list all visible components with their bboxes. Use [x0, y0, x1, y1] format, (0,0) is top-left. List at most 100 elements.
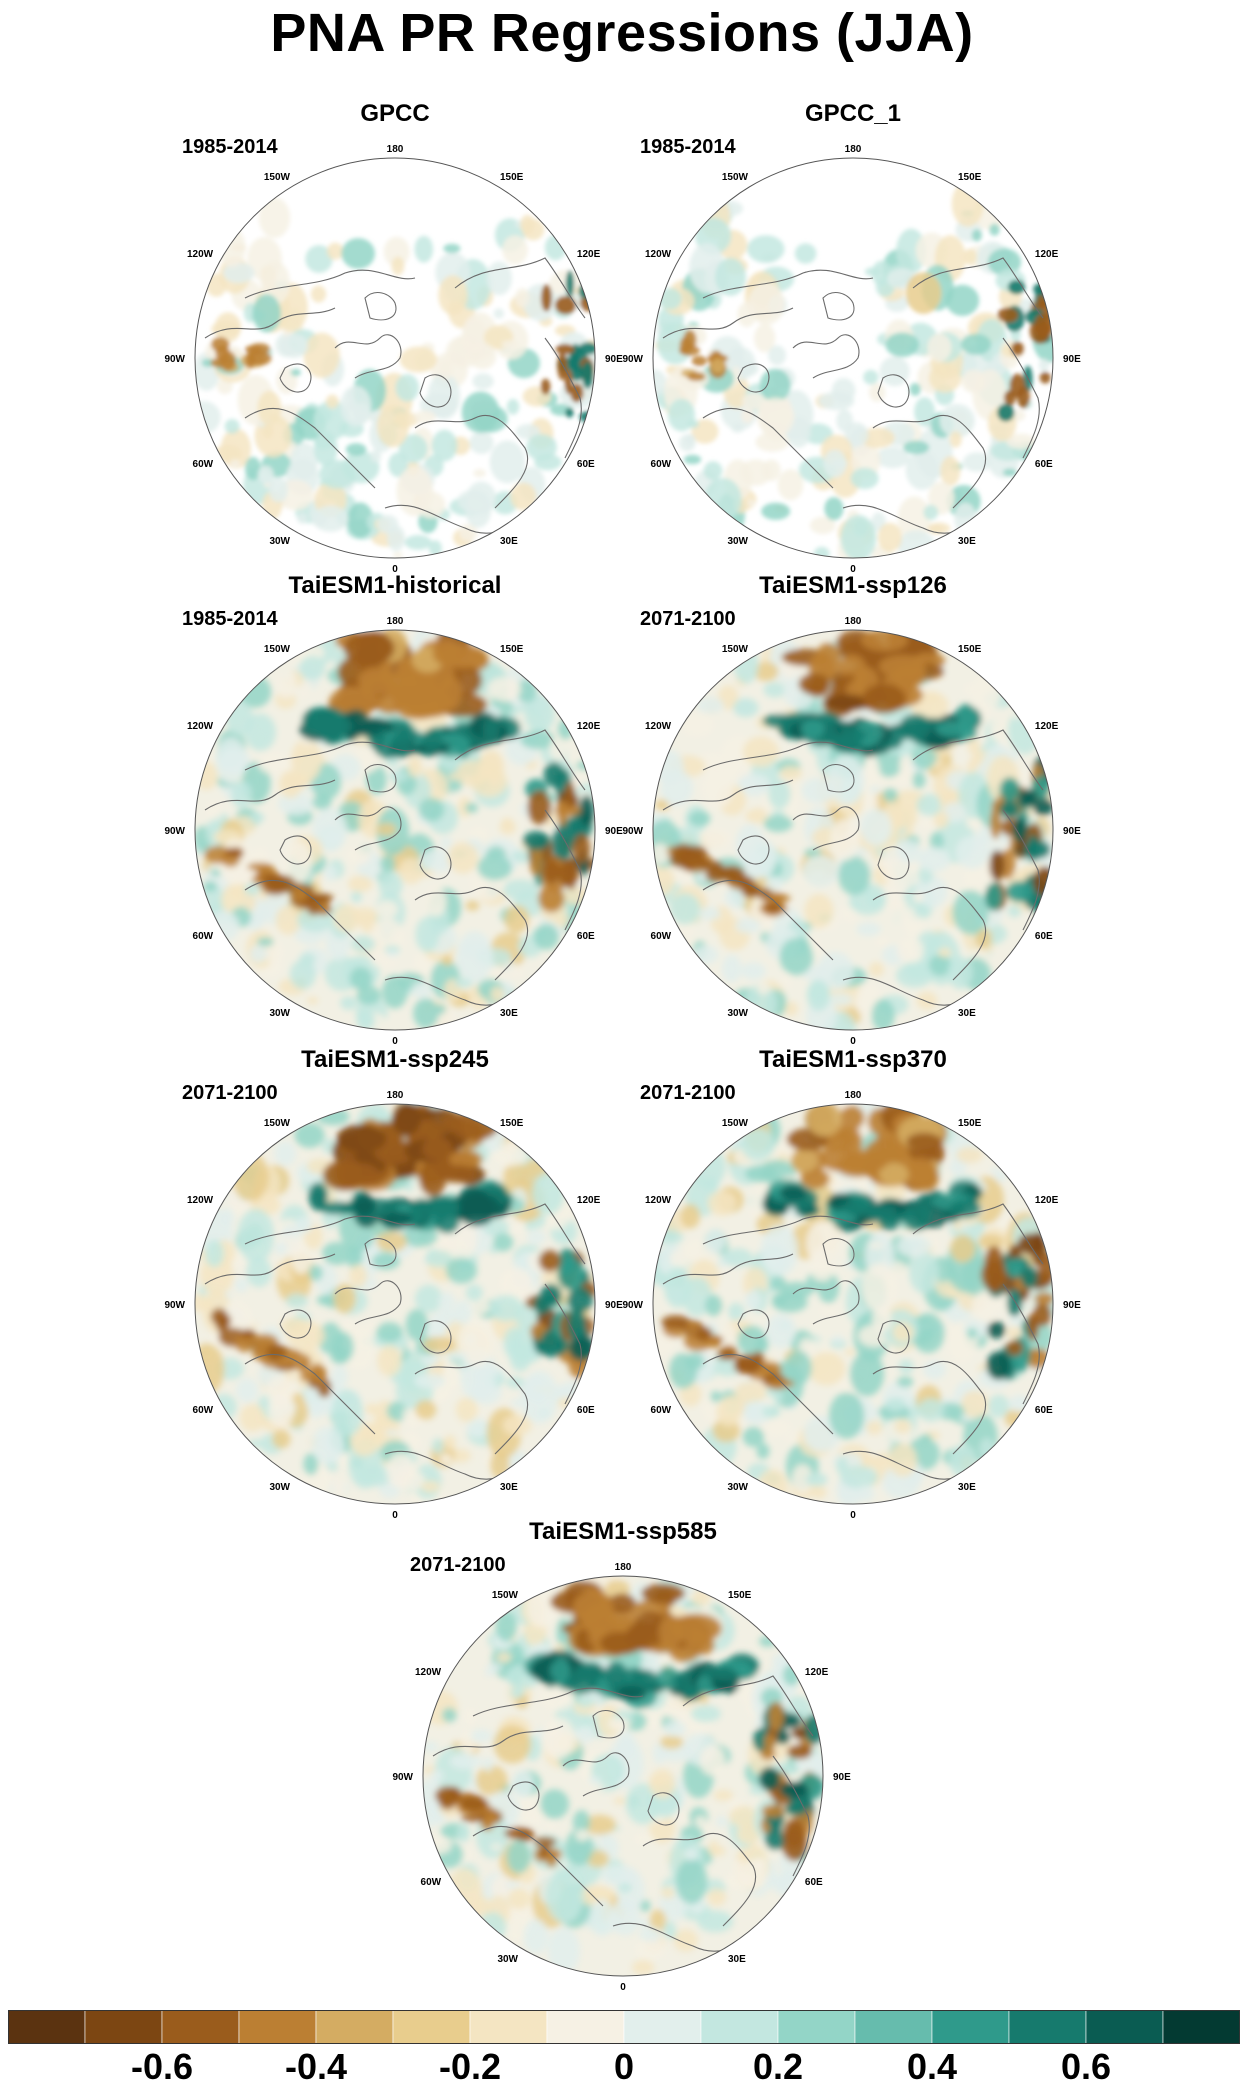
longitude-label: 0: [850, 1510, 856, 1521]
colorbar-tick-label: 0.4: [906, 2046, 958, 2087]
longitude-label: 30W: [269, 1008, 290, 1019]
longitude-label: 180: [845, 144, 862, 155]
polar-map: 180 150E 120E 90E 60E 30E 0 30W 60W 90W 120W 150W: [164, 616, 623, 1047]
panel-title: TaiESM1-ssp370: [759, 1046, 947, 1073]
longitude-label: 90W: [622, 826, 643, 837]
longitude-label: 150W: [264, 644, 291, 655]
longitude-label: 120E: [1035, 721, 1059, 732]
longitude-label: 120W: [645, 721, 672, 732]
polar-map: 180 150E 120E 90E 60E 30E 0 30W 60W 90W 120W 150W: [622, 1090, 1081, 1521]
longitude-label: 180: [845, 1090, 862, 1101]
panel-period: 2071-2100: [640, 608, 736, 630]
panel-title: TaiESM1-ssp245: [301, 1046, 489, 1073]
longitude-label: 90E: [1063, 826, 1081, 837]
longitude-label: 30E: [500, 536, 518, 547]
polar-map: 180 150E 120E 90E 60E 30E 0 30W 60W 90W 120W 150W: [164, 144, 623, 575]
panel-period: 1985-2014: [182, 136, 278, 158]
colorbar-swatch: [623, 2009, 702, 2045]
longitude-label: 90W: [164, 826, 185, 837]
longitude-label: 90E: [833, 1772, 851, 1783]
longitude-label: 150W: [722, 172, 749, 183]
polar-map: 180 150E 120E 90E 60E 30E 0 30W 60W 90W 120W 150W: [622, 616, 1081, 1047]
longitude-label: 150E: [958, 1118, 982, 1129]
map-panel-taiesm1-ssp245: TaiESM1-ssp245 2071-2100 180 150E 120E 90E 6…: [160, 1046, 630, 1521]
colorbar-swatch: [700, 2009, 779, 2045]
longitude-label: 90E: [605, 1300, 623, 1311]
longitude-label: 60W: [421, 1877, 442, 1888]
colorbar-swatch: [931, 2009, 1010, 2045]
map-panel-gpcc-1: GPCC_1 1985-2014 180 150E 120E 90E 60E 30E 0 30…: [618, 100, 1088, 575]
longitude-label: 0: [392, 1510, 398, 1521]
longitude-label: 120W: [645, 1195, 672, 1206]
longitude-label: 120E: [805, 1667, 829, 1678]
longitude-label: 60E: [1035, 931, 1053, 942]
longitude-label: 180: [387, 144, 404, 155]
longitude-label: 90W: [392, 1772, 413, 1783]
panel-period: 1985-2014: [640, 136, 736, 158]
map-panel-taiesm1-historical: TaiESM1-historical 1985-2014 180 150E 120E…: [160, 572, 630, 1047]
longitude-label: 180: [615, 1562, 632, 1573]
longitude-label: 60W: [193, 1405, 214, 1416]
longitude-label: 120E: [1035, 1195, 1059, 1206]
longitude-label: 30W: [269, 536, 290, 547]
colorbar-swatch: [777, 2009, 856, 2045]
longitude-label: 90W: [622, 354, 643, 365]
colorbar-tick-label: -0.6: [130, 2046, 194, 2087]
polar-map: 180 150E 120E 90E 60E 30E 0 30W 60W 90W 120W 150W: [392, 1562, 851, 1993]
longitude-label: 180: [387, 616, 404, 627]
longitude-label: 60W: [651, 459, 672, 470]
longitude-label: 150E: [500, 172, 524, 183]
longitude-label: 30W: [727, 536, 748, 547]
panel-title: GPCC: [360, 100, 430, 127]
longitude-label: 30W: [727, 1008, 748, 1019]
colorbar-tick-label: -0.2: [438, 2046, 502, 2087]
colorbar-tick-label: -0.4: [284, 2046, 348, 2087]
longitude-label: 150W: [264, 172, 291, 183]
longitude-label: 30W: [497, 1954, 518, 1965]
longitude-label: 180: [387, 1090, 404, 1101]
colorbar-swatch: [854, 2009, 933, 2045]
longitude-label: 60E: [577, 1405, 595, 1416]
longitude-label: 60E: [1035, 459, 1053, 470]
map-panel-taiesm1-ssp126: TaiESM1-ssp126 2071-2100 180 150E 120E 90E 6…: [618, 572, 1088, 1047]
longitude-label: 60E: [577, 459, 595, 470]
map-panel-taiesm1-ssp370: TaiESM1-ssp370 2071-2100 180 150E 120E 90E 6…: [618, 1046, 1088, 1521]
colorbar-swatch: [84, 2009, 163, 2045]
longitude-label: 60W: [193, 459, 214, 470]
longitude-label: 150W: [722, 1118, 749, 1129]
longitude-label: 30E: [958, 536, 976, 547]
colorbar-swatch: [161, 2009, 240, 2045]
longitude-label: 60E: [577, 931, 595, 942]
longitude-label: 90E: [605, 826, 623, 837]
colorbar-swatch: [1008, 2009, 1087, 2045]
longitude-label: 150E: [958, 172, 982, 183]
colorbar-tick-label: 0.6: [1060, 2046, 1112, 2087]
longitude-label: 30E: [500, 1008, 518, 1019]
longitude-label: 30E: [500, 1482, 518, 1493]
longitude-label: 30W: [727, 1482, 748, 1493]
colorbar-swatch: [392, 2009, 471, 2045]
longitude-label: 90E: [1063, 1300, 1081, 1311]
longitude-label: 90E: [605, 354, 623, 365]
panel-period: 2071-2100: [182, 1082, 278, 1104]
polar-map: 180 150E 120E 90E 60E 30E 0 30W 60W 90W 120W 150W: [622, 144, 1081, 575]
longitude-label: 180: [845, 616, 862, 627]
longitude-label: 150W: [722, 644, 749, 655]
longitude-label: 0: [850, 564, 856, 575]
colorbar-swatch: [1085, 2009, 1164, 2045]
colorbar-swatch: [546, 2009, 625, 2045]
longitude-label: 60E: [1035, 1405, 1053, 1416]
longitude-label: 150W: [492, 1590, 519, 1601]
longitude-label: 120W: [415, 1667, 442, 1678]
longitude-label: 150E: [728, 1590, 752, 1601]
colorbar-swatch: [315, 2009, 394, 2045]
colorbar-swatch: [1162, 2009, 1241, 2045]
colorbar-svg: [7, 2009, 1241, 2045]
longitude-label: 30W: [269, 1482, 290, 1493]
colorbar-swatch: [7, 2009, 86, 2045]
longitude-label: 120W: [187, 1195, 214, 1206]
longitude-label: 90W: [164, 1300, 185, 1311]
longitude-label: 30E: [958, 1482, 976, 1493]
longitude-label: 30E: [728, 1954, 746, 1965]
longitude-label: 90W: [164, 354, 185, 365]
